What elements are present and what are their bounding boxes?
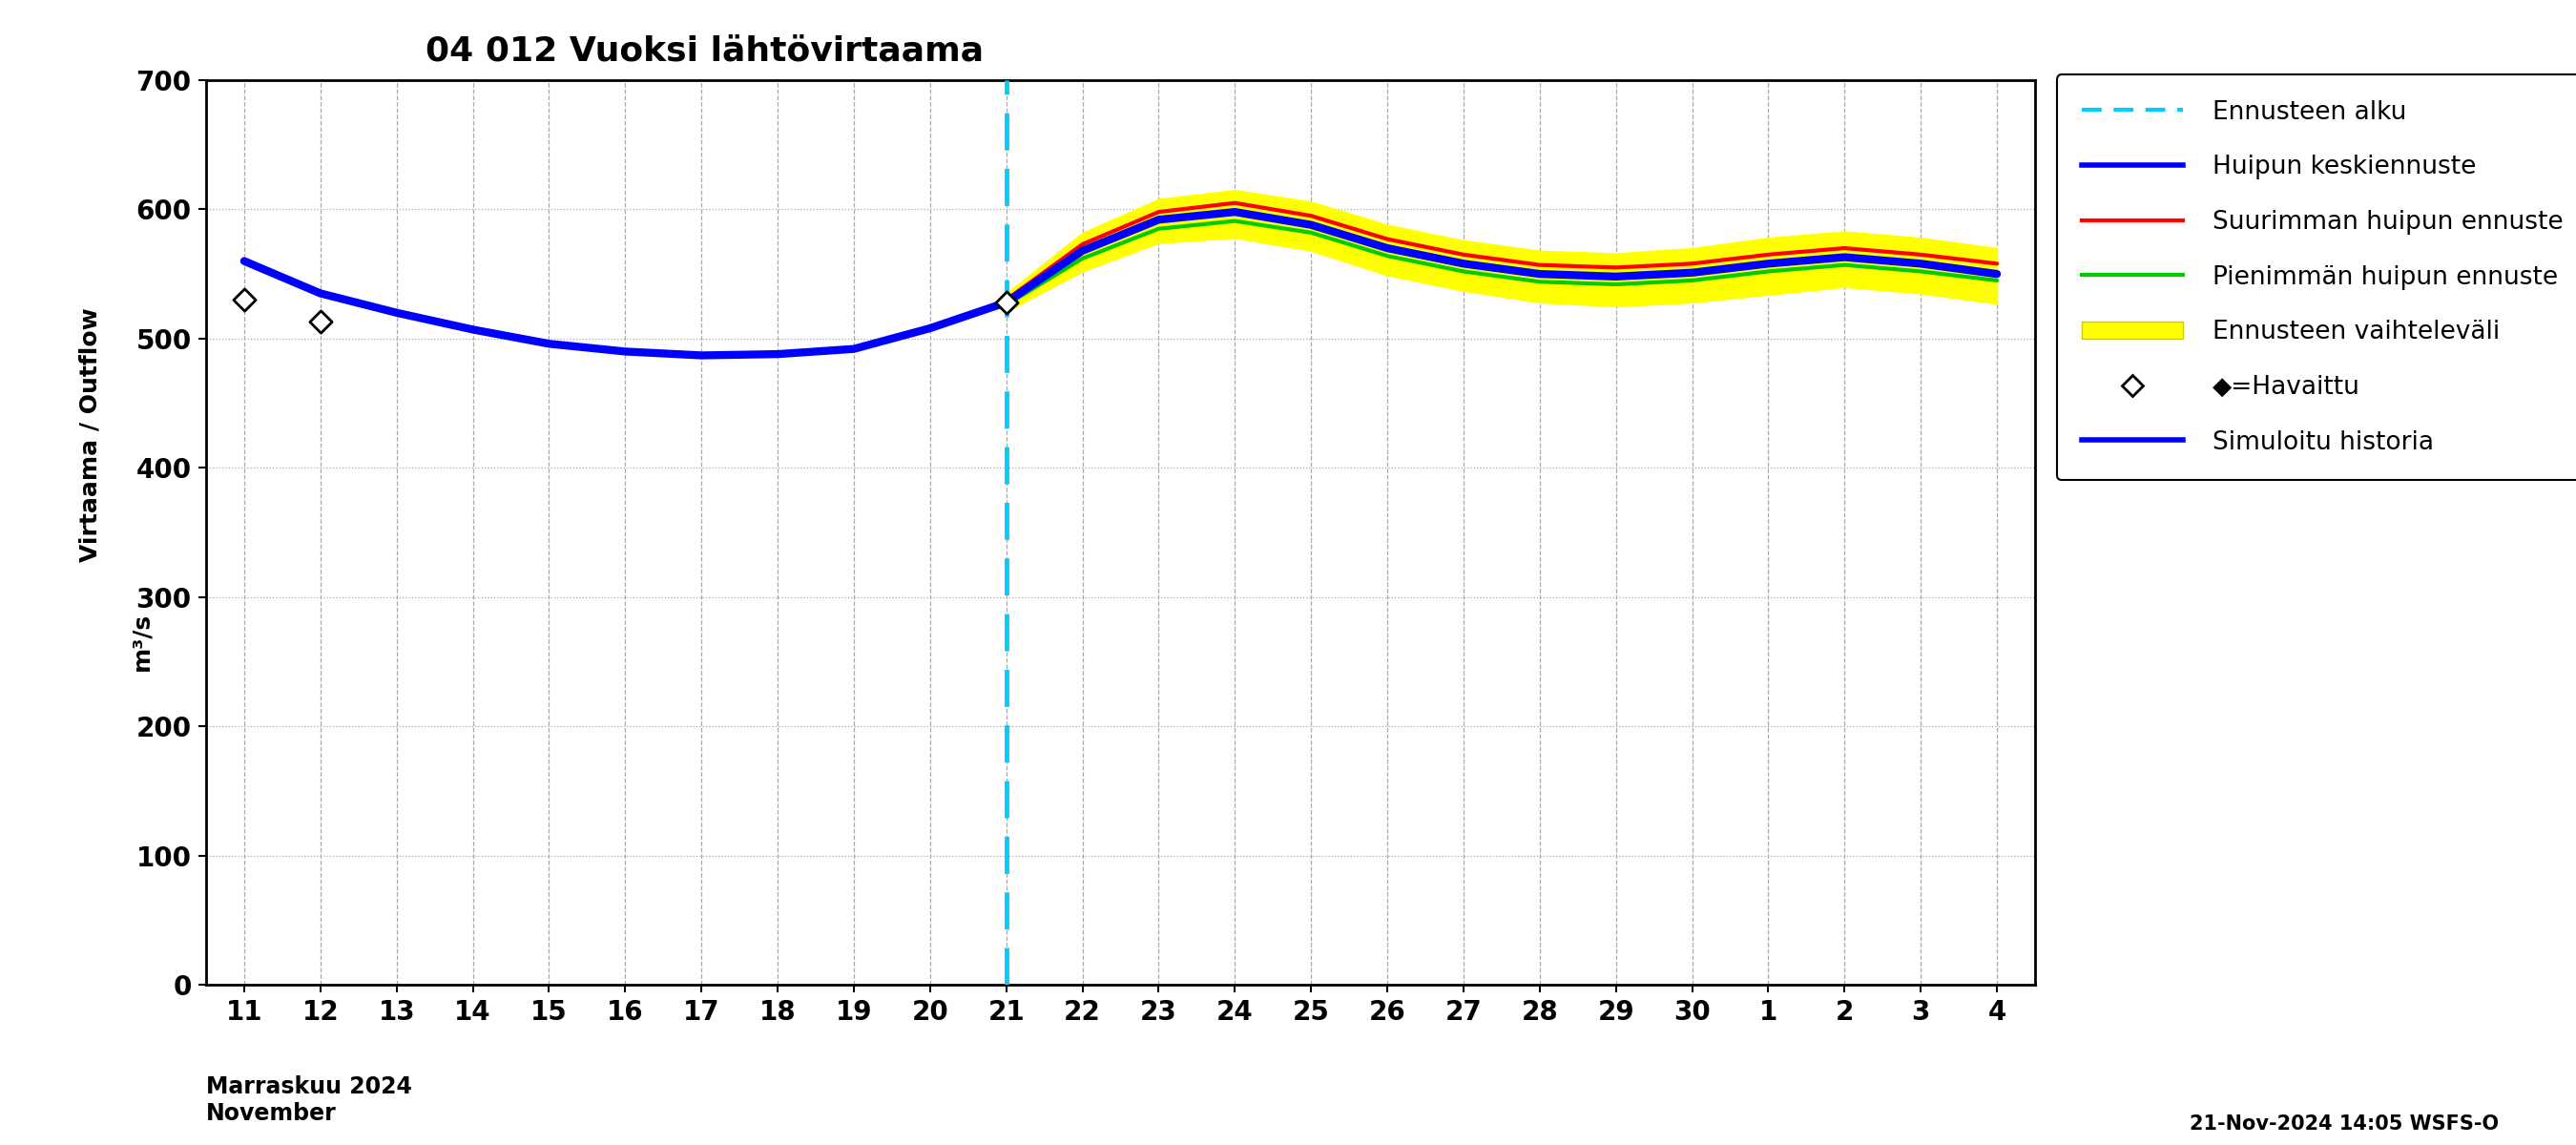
Text: Marraskuu 2024
November: Marraskuu 2024 November [206,1075,412,1124]
Text: m³/s: m³/s [131,613,152,670]
Legend: Ennusteen alku, Huipun keskiennuste, Suurimman huipun ennuste, Pienimmän huipun : Ennusteen alku, Huipun keskiennuste, Suu… [2056,74,2576,480]
Point [224,291,265,309]
Text: Virtaama / Outflow: Virtaama / Outflow [80,308,100,562]
Text: 21-Nov-2024 14:05 WSFS-O: 21-Nov-2024 14:05 WSFS-O [2190,1114,2499,1134]
Point [987,293,1028,311]
Point [299,313,340,331]
Text: 04 012 Vuoksi lähtövirtaama: 04 012 Vuoksi lähtövirtaama [425,34,984,66]
